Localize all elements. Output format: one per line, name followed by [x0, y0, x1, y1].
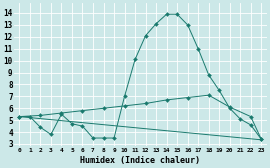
X-axis label: Humidex (Indice chaleur): Humidex (Indice chaleur) [80, 156, 200, 164]
